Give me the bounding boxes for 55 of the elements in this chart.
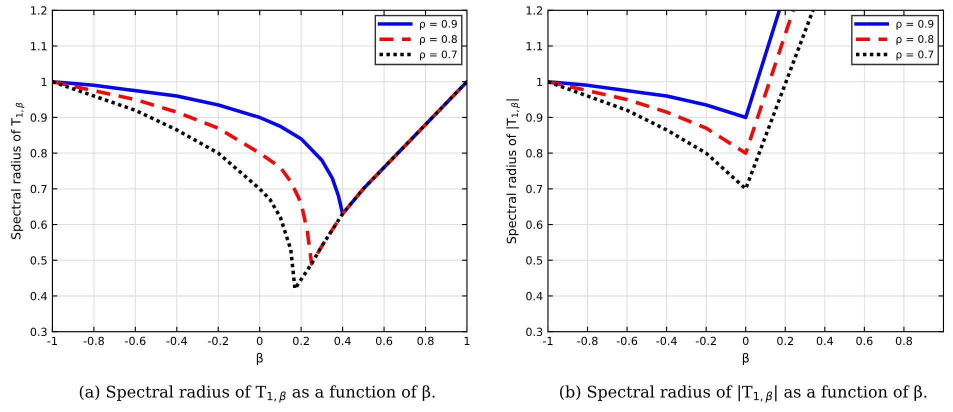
y-tick-label: 1.1 <box>526 42 542 50</box>
legend-label: ρ = 0.7 <box>420 50 457 60</box>
x-tick-label: -1 <box>47 336 57 345</box>
x-tick-label: 0.2 <box>777 336 793 346</box>
y-tick-label: 1.2 <box>31 6 46 15</box>
y-tick-label: 0.7 <box>30 184 47 194</box>
x-tick-label: 0 <box>256 336 262 346</box>
text: (a) Spectral radius of T$_{1,β}$ as a function of β. <box>80 385 435 402</box>
y-tick-label: 0.6 <box>30 220 47 229</box>
x-tick-label: -0.8 <box>84 336 104 346</box>
x-tick-label: 0 <box>742 336 749 346</box>
y-tick-label: 0.4 <box>526 292 542 300</box>
x-tick-label: -0.6 <box>125 336 146 346</box>
y-tick-label: 1.1 <box>31 42 47 50</box>
y-tick-label: 0.3 <box>526 328 542 336</box>
y-tick-label: 0.9 <box>30 113 47 122</box>
x-axis-title: β <box>742 352 749 366</box>
x-tick-label: 0.2 <box>293 336 309 346</box>
x-tick-label: 0.6 <box>856 336 873 346</box>
y-tick-label: 0.6 <box>526 220 542 229</box>
text: (b) Spectral radius of |T$_{1,β}$| as a function of β. <box>560 385 926 402</box>
legend-label: ρ = 0.9 <box>420 20 457 30</box>
line-series <box>548 10 795 155</box>
y-tick-label: 0.5 <box>30 256 47 265</box>
legend-label: ρ = 0.8 <box>896 35 934 46</box>
y-tick-label: 1 <box>42 78 47 86</box>
y-tick-label: 1.2 <box>526 6 542 15</box>
legend-label: ρ = 0.8 <box>420 35 457 46</box>
x-tick-label: -0.4 <box>656 336 677 346</box>
y-tick-label: 0.3 <box>30 328 47 336</box>
x-tick-label: -0.2 <box>696 336 716 346</box>
y-tick-label: 0.4 <box>30 292 47 300</box>
x-tick-label: -0.8 <box>577 336 598 346</box>
x-tick-label: 0.4 <box>816 336 834 346</box>
x-axis-title: β <box>256 352 263 366</box>
x-tick-label: -0.2 <box>208 336 228 346</box>
y-tick-label: 0.8 <box>30 149 47 158</box>
legend-label: ρ = 0.7 <box>896 50 934 60</box>
x-tick-label: 1 <box>464 336 470 345</box>
x-tick-label: -0.4 <box>166 336 187 346</box>
x-tick-label: 0.6 <box>376 336 392 346</box>
y-axis-title: Spectral radius of |T$_{1,β}$| <box>506 99 520 244</box>
x-tick-label: 0.8 <box>417 336 434 346</box>
x-tick-label: 0.8 <box>896 336 912 346</box>
y-tick-label: 0.5 <box>526 256 542 265</box>
y-tick-label: 1 <box>537 78 542 86</box>
y-tick-label: 0.8 <box>526 149 542 158</box>
y-axis-title: Spectral radius of T$_{1,β}$ <box>10 102 24 240</box>
y-tick-label: 0.7 <box>526 184 542 194</box>
y-tick-label: 0.9 <box>526 113 542 122</box>
x-tick-label: 0.4 <box>334 336 351 346</box>
legend-label: ρ = 0.9 <box>896 20 934 30</box>
line-series <box>548 10 782 120</box>
x-tick-label: -0.6 <box>616 336 638 346</box>
x-tick-label: -1 <box>542 336 552 345</box>
